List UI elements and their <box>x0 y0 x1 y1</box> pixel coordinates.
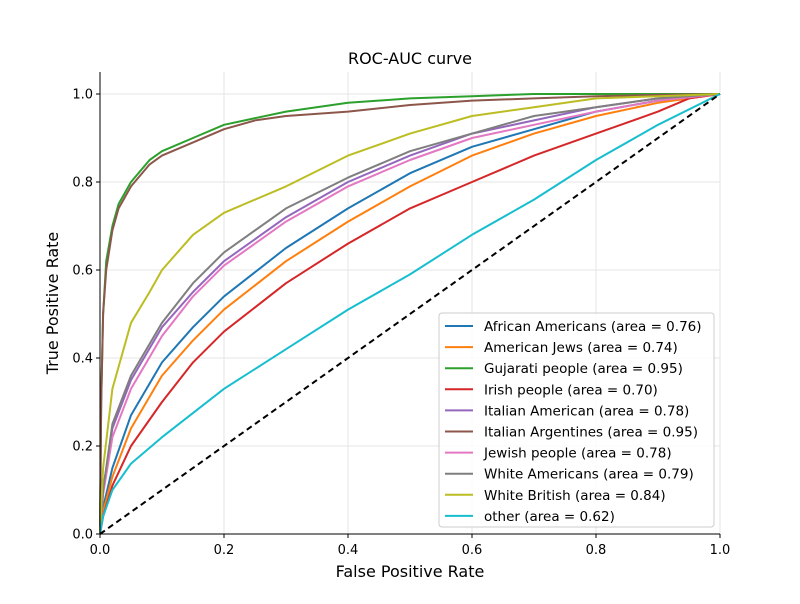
legend-entry: American Jews (area = 0.74) <box>484 340 678 356</box>
series-lines <box>99 93 721 535</box>
roc-line-italian-american <box>99 93 721 535</box>
roc-line-white-americans <box>99 93 721 535</box>
x-tick-label: 1.0 <box>710 543 731 558</box>
legend-entry: other (area = 0.62) <box>484 509 615 525</box>
roc-line-other <box>99 93 721 535</box>
axes <box>99 72 720 535</box>
legend-entry: White Americans (area = 0.79) <box>484 467 694 483</box>
y-tick-label: 0.0 <box>72 528 93 543</box>
x-tick-label: 0.2 <box>214 543 235 558</box>
roc-line-white-british <box>99 93 721 535</box>
y-tick-label: 0.2 <box>72 440 93 455</box>
y-tick-label: 0.8 <box>72 176 93 191</box>
chart-title: ROC-AUC curve <box>348 49 472 68</box>
y-tick-label: 1.0 <box>72 88 93 103</box>
roc-line-italian-argentines <box>99 93 721 535</box>
legend-box <box>438 312 715 528</box>
x-tick-label: 0.6 <box>462 543 483 558</box>
roc-line-gujarati-people <box>99 93 720 535</box>
x-axis-label: False Positive Rate <box>336 562 485 581</box>
legend-entry: Italian American (area = 0.78) <box>484 403 689 419</box>
roc-line-jewish-people <box>99 93 721 535</box>
y-tick-label: 0.6 <box>72 264 93 279</box>
legend-entry: White British (area = 0.84) <box>484 488 666 504</box>
x-tick-label: 0.4 <box>338 543 359 558</box>
roc-line-african-americans <box>99 93 721 535</box>
legend: African Americans (area = 0.76) American … <box>438 312 715 528</box>
roc-line-irish-people <box>99 93 721 535</box>
x-tick-label: 0.0 <box>90 543 111 558</box>
y-tick-label: 0.4 <box>72 352 93 367</box>
legend-entry: Gujarati people (area = 0.95) <box>484 361 683 377</box>
roc-line-american-jews <box>99 93 721 535</box>
legend-entry: Irish people (area = 0.70) <box>484 382 658 398</box>
legend-entry: African Americans (area = 0.76) <box>484 319 702 335</box>
legend-entry: Jewish people (area = 0.78) <box>483 446 672 462</box>
y-axis-label: True Positive Rate <box>43 232 62 376</box>
legend-entry: Italian Argentines (area = 0.95) <box>484 425 698 441</box>
chance-diagonal-line <box>99 93 721 535</box>
ticks: 0.0 0.2 0.4 0.6 0.8 1.0 0.0 0.2 0.4 0.6 0.8 1.0 <box>72 88 730 559</box>
x-tick-label: 0.8 <box>586 543 607 558</box>
